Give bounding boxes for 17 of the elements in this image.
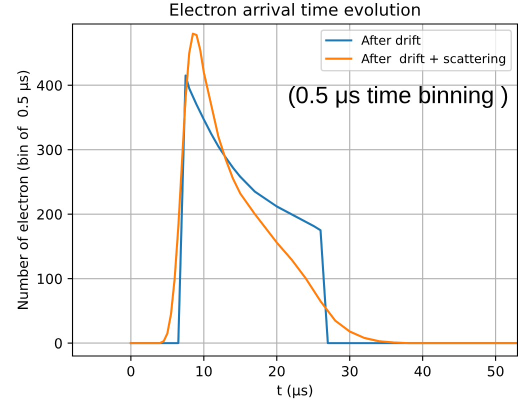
legend-label: After drift <box>361 35 421 45</box>
x-tick-label: 10 <box>196 366 212 376</box>
x-tick-label: 20 <box>268 366 285 376</box>
y-tick-label: 200 <box>37 209 62 220</box>
x-tick-label: 50 <box>488 366 504 376</box>
y-tick-label: 0 <box>54 338 62 349</box>
x-tick-label: 30 <box>342 366 358 376</box>
y-axis-title: Number of electron (bin of 0.5 μs) <box>17 70 31 309</box>
x-tick-label: 40 <box>414 366 431 376</box>
y-tick-label: 400 <box>36 80 62 91</box>
x-tick-label: 0 <box>127 366 134 376</box>
y-tick-label: 300 <box>37 144 62 156</box>
legend-label: After drift + scattering <box>361 54 506 66</box>
annotation: (0.5 μs time binning ) <box>289 86 508 108</box>
x-axis-title: t (μs) <box>276 384 312 398</box>
chart-title: Electron arrival time evolution <box>170 3 420 16</box>
y-tick-label: 100 <box>38 274 62 284</box>
